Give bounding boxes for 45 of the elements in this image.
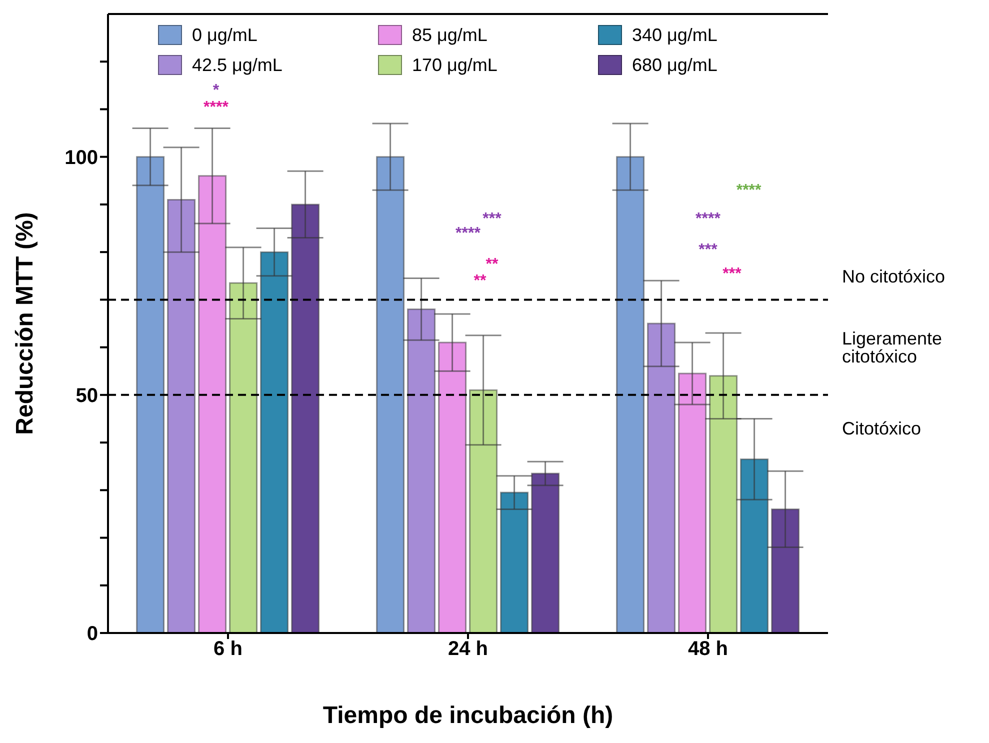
legend-label: 170 μg/mL	[412, 54, 498, 76]
annotation: ***	[698, 242, 718, 259]
annotation: ****	[456, 225, 482, 242]
bar	[291, 204, 320, 633]
annotation: *	[212, 82, 220, 100]
bar	[678, 372, 707, 633]
legend-label: 340 μg/mL	[632, 24, 718, 46]
bar	[438, 342, 467, 633]
y-tick-label: 0	[86, 623, 98, 646]
annotation: ****	[736, 182, 762, 200]
x-tick-label: 6 h	[214, 638, 242, 660]
x-tick-label: 48 h	[688, 638, 728, 660]
bar	[407, 308, 436, 633]
annotation: ****	[696, 210, 722, 228]
x-tick-label: 24 h	[448, 638, 488, 660]
annotation: ***	[722, 266, 742, 283]
bar	[500, 492, 529, 633]
y-tick-label: 50	[76, 385, 98, 408]
bar	[136, 156, 165, 633]
bar	[709, 375, 738, 633]
y-axis-title: Reducción MTT (%)	[12, 212, 39, 435]
bar	[167, 198, 196, 633]
bar	[198, 175, 227, 633]
bar	[531, 472, 560, 633]
x-axis-title: Tiempo de incubación (h)	[322, 702, 614, 729]
bar	[260, 251, 289, 633]
bar	[229, 282, 258, 633]
legend-label: 42.5 μg/mL	[192, 54, 282, 76]
annotation: **	[486, 256, 499, 273]
legend-label: 85 μg/mL	[412, 24, 488, 46]
text: No citotóxico	[842, 266, 946, 286]
bar	[771, 508, 800, 633]
annotation: ***	[482, 210, 502, 228]
text: Ligeramente citotóxico	[842, 328, 942, 367]
annotation: **	[474, 272, 487, 290]
legend-label: 680 μg/mL	[632, 54, 718, 76]
legend-label: 0 μg/mL	[192, 24, 258, 46]
y-tick-label: 100	[64, 146, 98, 169]
annotation: ****	[204, 98, 230, 116]
bar	[469, 389, 498, 633]
bar	[376, 156, 405, 633]
bar	[740, 458, 769, 633]
bar	[616, 156, 645, 633]
bar	[647, 322, 676, 633]
text: Citotóxico	[842, 418, 922, 439]
